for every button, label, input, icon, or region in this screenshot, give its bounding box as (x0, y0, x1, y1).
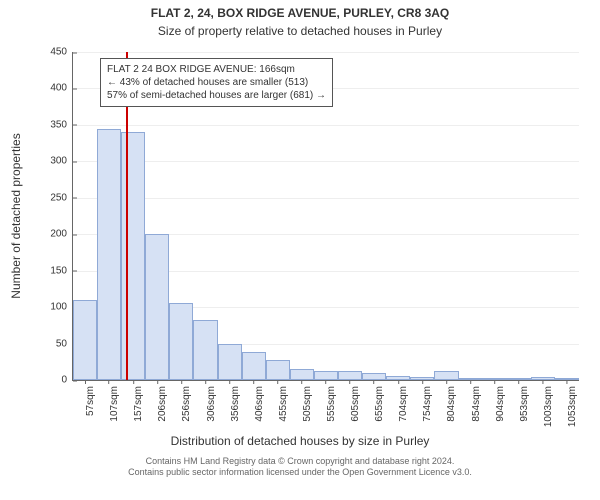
y-tick: 300 (50, 156, 73, 167)
y-tick: 250 (50, 192, 73, 203)
histogram-bar (434, 371, 458, 380)
histogram-bar (242, 352, 266, 380)
chart-title-main: FLAT 2, 24, BOX RIDGE AVENUE, PURLEY, CR… (0, 6, 600, 20)
legend-line-2: ← 43% of detached houses are smaller (51… (107, 76, 326, 89)
histogram-bar (290, 369, 314, 380)
histogram-bar (97, 129, 121, 380)
histogram-bar (73, 300, 97, 380)
y-tick: 450 (50, 47, 73, 58)
gridline (73, 52, 579, 53)
gridline (73, 198, 579, 199)
gridline (73, 125, 579, 126)
x-axis-label: Distribution of detached houses by size … (0, 434, 600, 448)
gridline (73, 161, 579, 162)
caption-line-2: Contains public sector information licen… (0, 467, 600, 477)
histogram-bar (169, 303, 193, 380)
histogram-bar (362, 373, 386, 380)
y-tick: 150 (50, 265, 73, 276)
chart-title-sub: Size of property relative to detached ho… (0, 24, 600, 38)
y-tick: 400 (50, 83, 73, 94)
y-tick: 200 (50, 229, 73, 240)
histogram-bar (193, 320, 217, 380)
y-tick: 100 (50, 302, 73, 313)
histogram-bar (314, 371, 338, 380)
legend-box: FLAT 2 24 BOX RIDGE AVENUE: 166sqm ← 43%… (100, 58, 333, 107)
legend-line-3: 57% of semi-detached houses are larger (… (107, 89, 326, 102)
histogram-bar (145, 234, 169, 380)
y-axis-label: Number of detached properties (9, 133, 23, 298)
chart-container: { "title_main": "FLAT 2, 24, BOX RIDGE A… (0, 0, 600, 500)
legend-line-1: FLAT 2 24 BOX RIDGE AVENUE: 166sqm (107, 63, 326, 76)
y-tick: 350 (50, 119, 73, 130)
histogram-bar (338, 371, 362, 380)
histogram-bar (266, 360, 290, 380)
histogram-bar (121, 132, 145, 380)
y-tick: 50 (56, 338, 73, 349)
caption-line-1: Contains HM Land Registry data © Crown c… (0, 456, 600, 466)
x-tick: 1053sqm (546, 380, 587, 397)
histogram-bar (218, 344, 242, 380)
